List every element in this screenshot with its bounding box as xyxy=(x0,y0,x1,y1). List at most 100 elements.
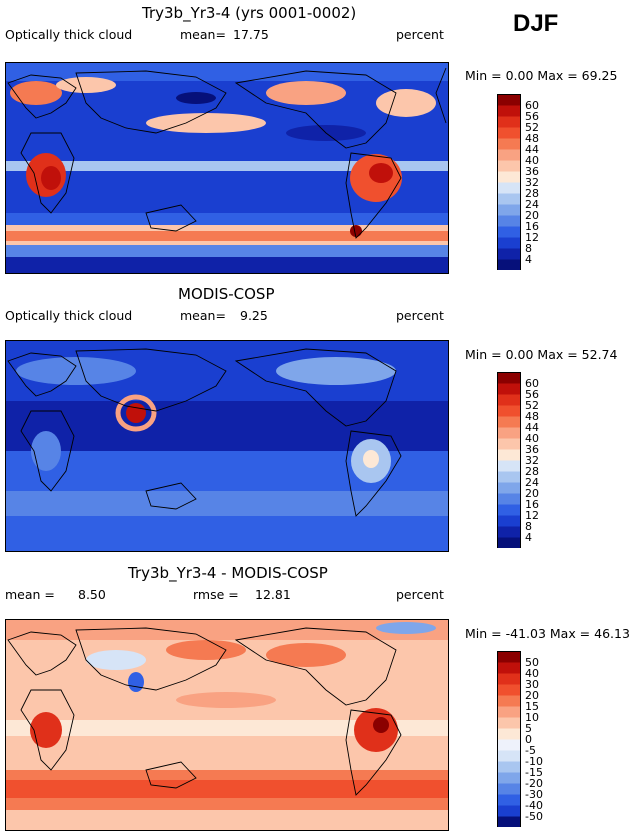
panel2-mean-label: mean= xyxy=(180,308,226,323)
colorbar-segment xyxy=(497,105,521,117)
colorbar-frame xyxy=(497,94,521,270)
panel2-band xyxy=(6,491,448,516)
panel2-blob xyxy=(126,403,146,423)
colorbar-segment xyxy=(497,493,521,505)
panel1-map-svg xyxy=(6,63,448,273)
panel3-units: percent xyxy=(396,587,444,602)
colorbar-segment xyxy=(497,695,521,707)
colorbar-segment xyxy=(497,651,521,663)
colorbar-segment xyxy=(497,482,521,494)
colorbar-segment xyxy=(497,394,521,406)
colorbar-segment xyxy=(497,138,521,150)
colorbar-segment xyxy=(497,193,521,205)
panel2-blob xyxy=(115,394,157,432)
colorbar-tick-label: 30 xyxy=(525,678,539,691)
colorbar-tick-label: 12 xyxy=(525,231,539,244)
colorbar-tick-label: 40 xyxy=(525,432,539,445)
panel1-variable: Optically thick cloud xyxy=(5,27,133,42)
panel1-blob xyxy=(56,77,116,93)
colorbar-segment xyxy=(497,717,521,729)
colorbar-tick-label: 44 xyxy=(525,421,539,434)
colorbar-segment xyxy=(497,706,521,718)
panel2-minmax: Min = 0.00 Max = 52.74 xyxy=(465,347,618,362)
panel2-blob xyxy=(31,431,61,471)
colorbar-frame xyxy=(497,651,521,827)
colorbar-segment xyxy=(497,673,521,685)
panel2-mean-value: 9.25 xyxy=(240,308,268,323)
colorbar-tick-label: 8 xyxy=(525,242,532,255)
colorbar-tick-label: -30 xyxy=(525,788,543,801)
colorbar-segment xyxy=(497,684,521,696)
colorbar-tick-label: 15 xyxy=(525,700,539,713)
panel2-map xyxy=(5,340,449,552)
colorbar-tick-label: 48 xyxy=(525,410,539,423)
colorbar-tick-label: 16 xyxy=(525,498,539,511)
panel3-band xyxy=(6,720,448,736)
panel3-blob xyxy=(86,650,146,670)
panel3-map xyxy=(5,619,449,831)
colorbar-segment xyxy=(497,259,521,270)
panel3-blob xyxy=(266,643,346,667)
colorbar-tick-label: 40 xyxy=(525,667,539,680)
colorbar-tick-label: 52 xyxy=(525,399,539,412)
panel1-blob xyxy=(41,166,61,190)
colorbar-segment xyxy=(497,526,521,538)
colorbar-tick-label: -20 xyxy=(525,777,543,790)
colorbar-tick-label: 10 xyxy=(525,711,539,724)
panel3-coastlines xyxy=(7,627,402,796)
colorbar-segment xyxy=(497,215,521,227)
colorbar-segment xyxy=(497,728,521,740)
panel1-colorbar xyxy=(497,94,521,270)
panel3-blob xyxy=(166,640,246,660)
colorbar-tick-label: -10 xyxy=(525,755,543,768)
panel3-mean-label: mean = xyxy=(5,587,55,602)
colorbar-tick-label: 24 xyxy=(525,476,539,489)
colorbar-segment xyxy=(497,504,521,516)
panel1-band xyxy=(6,161,448,171)
colorbar-segment xyxy=(497,94,521,106)
colorbar-tick-label: 5 xyxy=(525,722,532,735)
colorbar-tick-label: 48 xyxy=(525,132,539,145)
colorbar-segment xyxy=(497,772,521,784)
colorbar-tick-label: 36 xyxy=(525,443,539,456)
colorbar-tick-label: 60 xyxy=(525,377,539,390)
colorbar-segment xyxy=(497,405,521,417)
panel1-blob xyxy=(176,92,216,104)
panel2-blob xyxy=(276,357,396,385)
colorbar-segment xyxy=(497,416,521,428)
colorbar-segment xyxy=(497,204,521,216)
season-label: DJF xyxy=(513,10,559,37)
colorbar-segment xyxy=(497,794,521,806)
colorbar-tick-label: 50 xyxy=(525,656,539,669)
colorbar-segment xyxy=(497,537,521,548)
panel3-title: Try3b_Yr3-4 - MODIS-COSP xyxy=(128,564,328,582)
colorbar-tick-label: 44 xyxy=(525,143,539,156)
panel1-title: Try3b_Yr3-4 (yrs 0001-0002) xyxy=(142,4,357,22)
colorbar-segment xyxy=(497,449,521,461)
colorbar-segment xyxy=(497,460,521,472)
colorbar-segment xyxy=(497,805,521,817)
colorbar-segment xyxy=(497,372,521,384)
colorbar-tick-label: 4 xyxy=(525,253,532,266)
panel1-band xyxy=(6,231,448,241)
panel2-title: MODIS-COSP xyxy=(178,285,275,303)
colorbar-tick-label: 52 xyxy=(525,121,539,134)
panel3-blob xyxy=(176,692,276,708)
colorbar-frame xyxy=(497,372,521,548)
panel1-blob xyxy=(350,225,362,237)
colorbar-tick-label: 8 xyxy=(525,520,532,533)
colorbar-segment xyxy=(497,427,521,439)
colorbar-segment xyxy=(497,171,521,183)
colorbar-segment xyxy=(497,226,521,238)
colorbar-segment xyxy=(497,471,521,483)
panel3-blob xyxy=(373,717,389,733)
colorbar-tick-label: 36 xyxy=(525,165,539,178)
panel1-mean-value: 17.75 xyxy=(233,27,269,42)
colorbar-tick-label: -5 xyxy=(525,744,536,757)
panel3-blob xyxy=(376,622,436,634)
colorbar-segment xyxy=(497,248,521,260)
panel3-band xyxy=(6,780,448,798)
panel1-minmax: Min = 0.00 Max = 69.25 xyxy=(465,68,618,83)
colorbar-tick-label: 60 xyxy=(525,99,539,112)
colorbar-segment xyxy=(497,783,521,795)
